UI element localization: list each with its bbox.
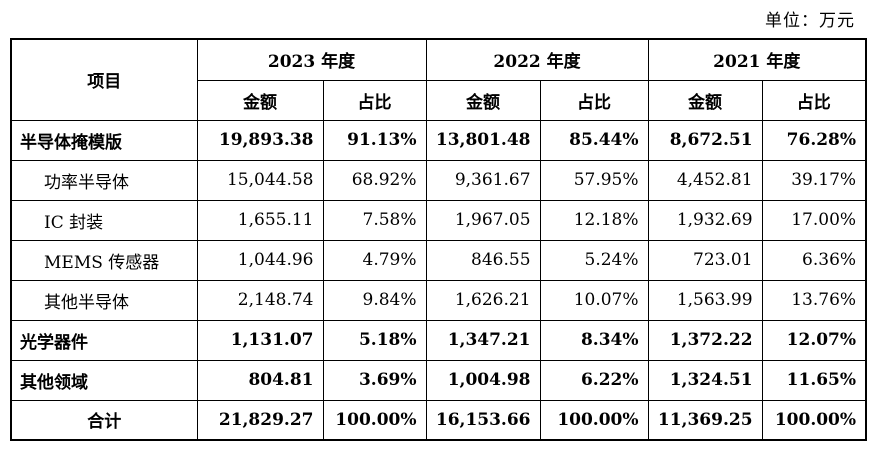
table-row: 光学器件 1,131.07 5.18% 1,347.21 8.34% 1,372.22 12… [10,319,867,361]
header-amount: 金额 [647,79,763,121]
ratio-cell: 57.95% [539,159,649,201]
header-year-2021: 2021 年度 [647,38,867,81]
ratio-cell: 6.22% [539,359,649,401]
amount-cell: 21,829.27 [196,399,324,441]
ratio-cell: 100.00% [761,399,867,441]
table-row: 其他领域 804.81 3.69% 1,004.98 6.22% 1,324.51 11.6… [10,359,867,401]
amount-cell: 1,347.21 [425,319,541,361]
amount-cell: 16,153.66 [425,399,541,441]
amount-cell: 1,655.11 [196,199,324,241]
ratio-cell: 100.00% [539,399,649,441]
ratio-cell: 8.34% [539,319,649,361]
amount-cell: 846.55 [425,239,541,281]
ratio-cell: 39.17% [761,159,867,201]
amount-cell: 1,372.22 [647,319,763,361]
unit-note: 单位：万元 [765,11,855,31]
amount-cell: 804.81 [196,359,324,401]
ratio-cell: 17.00% [761,199,867,241]
header-ratio: 占比 [322,79,427,121]
ratio-cell: 10.07% [539,279,649,321]
amount-cell: 9,361.67 [425,159,541,201]
ratio-cell: 76.28% [761,119,867,161]
ratio-cell: 9.84% [322,279,427,321]
ratio-cell: 11.65% [761,359,867,401]
header-year-2023: 2023 年度 [196,38,427,81]
amount-cell: 1,324.51 [647,359,763,401]
ratio-cell: 4.79% [322,239,427,281]
amount-cell: 19,893.38 [196,119,324,161]
header-ratio: 占比 [761,79,867,121]
ratio-cell: 85.44% [539,119,649,161]
table-body: 半导体掩模版 19,893.38 91.13% 13,801.48 85.44% 8,67… [10,119,867,441]
amount-cell: 11,369.25 [647,399,763,441]
ratio-cell: 91.13% [322,119,427,161]
row-label: 其他领域 [10,359,198,401]
ratio-cell: 13.76% [761,279,867,321]
amount-cell: 1,004.98 [425,359,541,401]
amount-cell: 8,672.51 [647,119,763,161]
amount-cell: 1,967.05 [425,199,541,241]
row-label: 合计 [10,399,198,441]
header-amount: 金额 [196,79,324,121]
amount-cell: 13,801.48 [425,119,541,161]
amount-cell: 1,563.99 [647,279,763,321]
header-year-2022: 2022 年度 [425,38,649,81]
table-row: 功率半导体 15,044.58 68.92% 9,361.67 57.95% 4,452.… [10,159,867,201]
header-ratio: 占比 [539,79,649,121]
amount-cell: 723.01 [647,239,763,281]
ratio-cell: 5.18% [322,319,427,361]
ratio-cell: 6.36% [761,239,867,281]
table-row: 其他半导体 2,148.74 9.84% 1,626.21 10.07% 1,563.99… [10,279,867,321]
row-label: 半导体掩模版 [10,119,198,161]
row-label: MEMS 传感器 [10,239,198,281]
amount-cell: 1,044.96 [196,239,324,281]
amount-cell: 2,148.74 [196,279,324,321]
ratio-cell: 68.92% [322,159,427,201]
amount-cell: 1,131.07 [196,319,324,361]
amount-cell: 1,626.21 [425,279,541,321]
table-row: 半导体掩模版 19,893.38 91.13% 13,801.48 85.44% 8,67… [10,119,867,161]
ratio-cell: 12.07% [761,319,867,361]
ratio-cell: 100.00% [322,399,427,441]
amount-cell: 1,932.69 [647,199,763,241]
ratio-cell: 7.58% [322,199,427,241]
table-row: MEMS 传感器 1,044.96 4.79% 846.55 5.24% 723.01 6.… [10,239,867,281]
revenue-breakdown-table: 项目 2023 年度 2022 年度 2021 年度 金额 占比 金额 占比 金… [10,38,868,441]
row-label: IC 封装 [10,199,198,241]
ratio-cell: 5.24% [539,239,649,281]
ratio-cell: 12.18% [539,199,649,241]
table-row: IC 封装 1,655.11 7.58% 1,967.05 12.18% 1,932.69… [10,199,867,241]
row-label: 光学器件 [10,319,198,361]
row-label: 其他半导体 [10,279,198,321]
header-amount: 金额 [425,79,541,121]
header-item: 项目 [10,38,198,121]
table-row: 合计 21,829.27 100.00% 16,153.66 100.00% 11,369… [10,399,867,441]
ratio-cell: 3.69% [322,359,427,401]
amount-cell: 15,044.58 [196,159,324,201]
row-label: 功率半导体 [10,159,198,201]
amount-cell: 4,452.81 [647,159,763,201]
